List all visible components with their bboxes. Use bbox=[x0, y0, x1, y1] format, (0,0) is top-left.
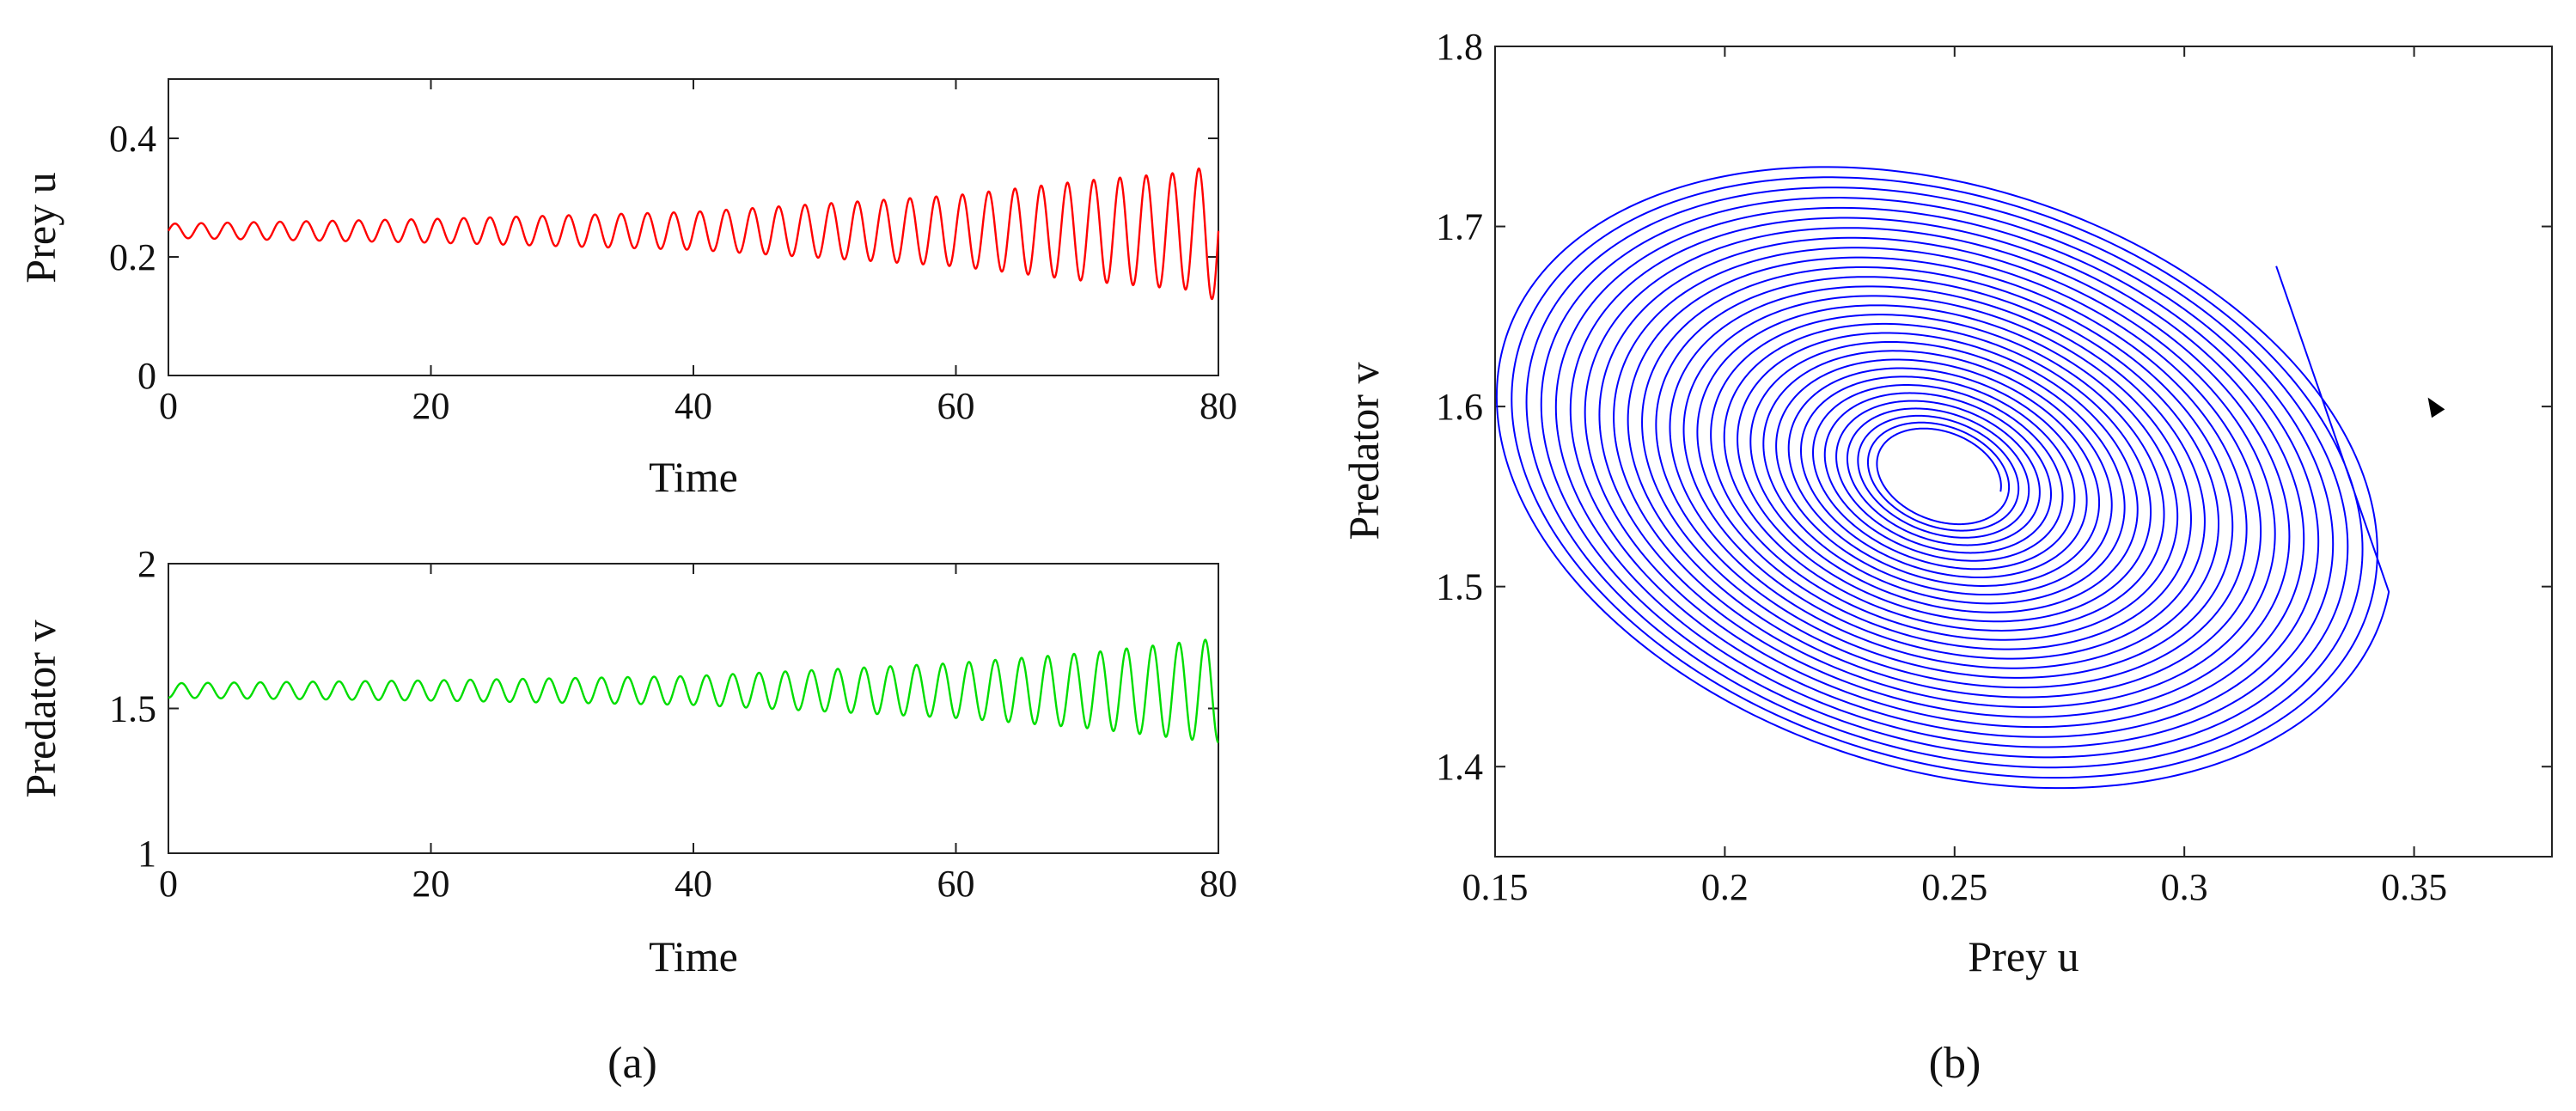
prey-series-line bbox=[167, 167, 1220, 301]
phase-ytick-label: 1.8 bbox=[1436, 26, 1483, 68]
prey-ticks: 0 20 40 60 80 0 0.2 0.4 bbox=[109, 79, 1237, 427]
phase-ticks: 0.15 0.2 0.25 0.3 0.35 1.4 1.5 1.6 1.7 1.8 bbox=[1436, 26, 2552, 908]
phase-spiral-line bbox=[1495, 166, 2390, 790]
caption-b: (b) bbox=[1929, 1039, 1981, 1088]
prey-xtick-label: 80 bbox=[1199, 385, 1237, 427]
caption-a: (a) bbox=[607, 1039, 657, 1088]
predator-xtick-label: 0 bbox=[159, 863, 178, 905]
prey-xlabel: Time bbox=[649, 453, 738, 501]
phase-plot-frame bbox=[1494, 46, 2553, 858]
prey-xtick-label: 60 bbox=[937, 385, 975, 427]
predator-time-plot: 0 20 40 60 80 1 1.5 2 Time Predator v bbox=[16, 543, 1237, 980]
prey-ytick-label: 0.2 bbox=[109, 236, 156, 278]
phase-xtick-label: 0.15 bbox=[1462, 866, 1529, 908]
phase-xtick-label: 0.25 bbox=[1921, 866, 1987, 908]
predator-xlabel: Time bbox=[649, 932, 738, 980]
predator-xtick-label: 80 bbox=[1199, 863, 1237, 905]
phase-xtick-label: 0.35 bbox=[2381, 866, 2447, 908]
prey-xtick-label: 40 bbox=[675, 385, 712, 427]
phase-direction-arrow bbox=[2427, 397, 2445, 418]
predator-plot-frame bbox=[168, 563, 1219, 854]
phase-xtick-label: 0.3 bbox=[2161, 866, 2208, 908]
phase-ytick-label: 1.5 bbox=[1436, 566, 1483, 608]
phase-ylabel: Predator v bbox=[1340, 363, 1388, 540]
prey-time-plot: 0 20 40 60 80 0 0.2 0.4 Time Prey u bbox=[16, 78, 1237, 501]
prey-ytick-label: 0 bbox=[137, 355, 156, 397]
predator-xtick-label: 20 bbox=[412, 863, 450, 905]
predator-ytick-label: 1.5 bbox=[109, 688, 156, 730]
predator-ticks: 0 20 40 60 80 1 1.5 2 bbox=[109, 543, 1237, 905]
phase-xtick-label: 0.2 bbox=[1701, 866, 1749, 908]
phase-ytick-label: 1.6 bbox=[1436, 386, 1483, 428]
phase-xlabel: Prey u bbox=[1968, 932, 2079, 980]
predator-xtick-label: 60 bbox=[937, 863, 975, 905]
predator-series-line bbox=[168, 638, 1219, 744]
phase-portrait-plot: 0.15 0.2 0.25 0.3 0.35 1.4 1.5 1.6 1.7 1.8 Prey u… bbox=[1340, 26, 2553, 980]
predator-ytick-label: 1 bbox=[137, 833, 156, 875]
prey-ylabel: Prey u bbox=[16, 172, 64, 283]
predator-xtick-label: 40 bbox=[675, 863, 712, 905]
prey-xtick-label: 0 bbox=[159, 385, 178, 427]
prey-xtick-label: 20 bbox=[412, 385, 450, 427]
phase-ytick-label: 1.4 bbox=[1436, 746, 1483, 788]
phase-ytick-label: 1.7 bbox=[1436, 206, 1483, 248]
predator-ylabel: Predator v bbox=[16, 620, 64, 798]
prey-ytick-label: 0.4 bbox=[109, 118, 156, 160]
predator-ytick-label: 2 bbox=[137, 543, 156, 585]
